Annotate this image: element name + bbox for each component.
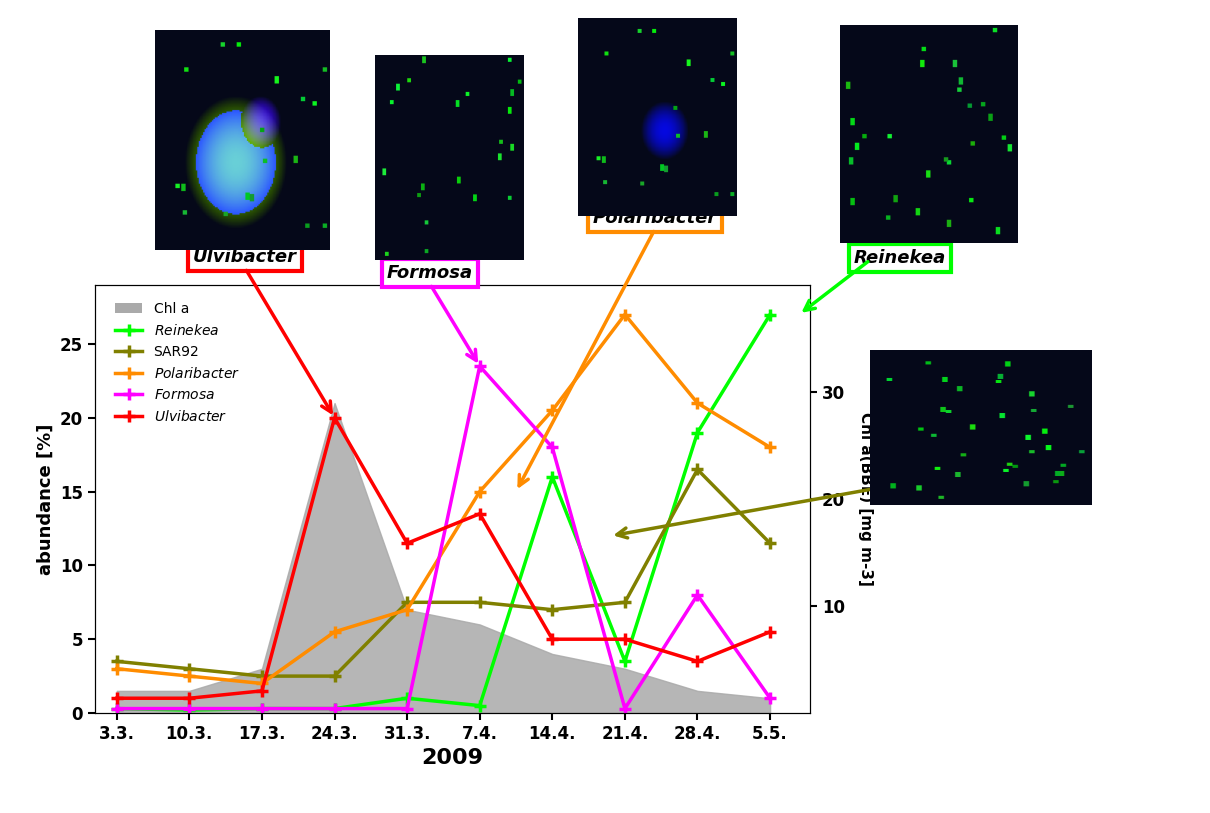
Text: Formosa: Formosa — [387, 264, 473, 282]
Y-axis label: abundance [%]: abundance [%] — [36, 424, 54, 575]
Text: Polaribacter: Polaribacter — [593, 209, 718, 227]
Legend: Chl a, $\it{Reinekea}$, SAR92, $\it{Polaribacter}$, $\it{Formosa}$, $\it{Ulvibac: Chl a, $\it{Reinekea}$, SAR92, $\it{Pola… — [109, 296, 246, 429]
Y-axis label: Chl a(BBE) [mg m-3]: Chl a(BBE) [mg m-3] — [858, 412, 872, 586]
X-axis label: 2009: 2009 — [421, 748, 484, 768]
Text: SAR92: SAR92 — [1007, 459, 1073, 477]
Text: Ulvibacter: Ulvibacter — [194, 248, 296, 266]
Text: Reinekea: Reinekea — [854, 249, 946, 267]
